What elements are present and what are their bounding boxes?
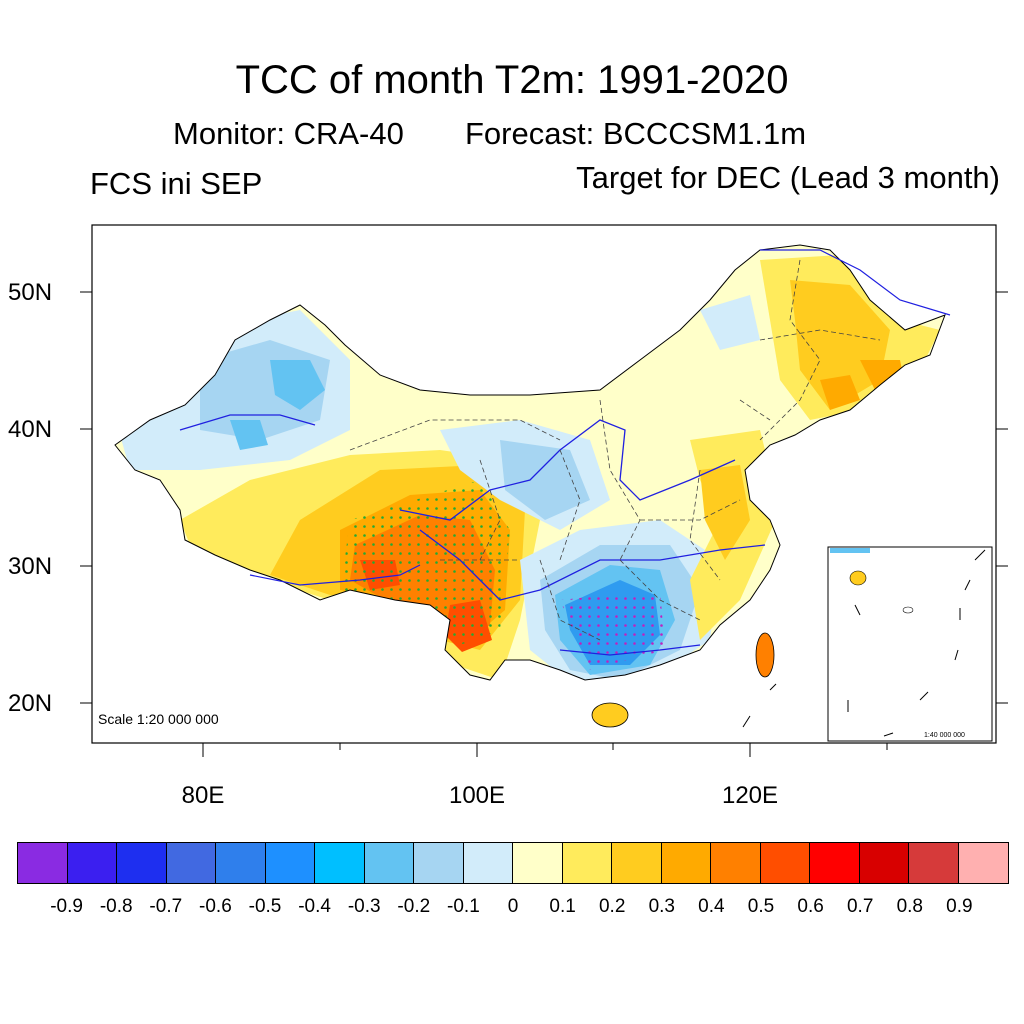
colorbar-box (414, 843, 464, 883)
nine-dash-line (742, 549, 986, 737)
province-borders (349, 259, 881, 641)
colorbar-box (67, 843, 117, 883)
colorbar-label: -0.1 (447, 896, 480, 917)
colorbar-box (958, 843, 1008, 883)
colorbar-label: -0.6 (199, 896, 232, 917)
lon-label-120e: 120E (721, 782, 779, 809)
pearl-river (559, 644, 701, 656)
colorbar-label: 0.3 (648, 896, 675, 917)
colorbar (17, 842, 1009, 884)
colorbar-label: -0.3 (347, 896, 381, 917)
colorbar-label: -0.4 (298, 896, 331, 917)
heilong-river (760, 249, 951, 316)
colorbar-label: -0.7 (149, 896, 183, 917)
subtitle-forecast: Forecast: BCCCSM1.1m (465, 116, 807, 151)
colorbar-box (612, 843, 662, 883)
colorbar-box (364, 843, 414, 883)
colorbar-box (216, 843, 266, 883)
colorbar-label: 0.5 (747, 896, 775, 917)
colorbar-box (265, 843, 315, 883)
colorbar-label: 0 (507, 896, 519, 917)
colorbar-box (117, 843, 167, 883)
subtitle-monitor: Monitor: CRA-40 (173, 116, 404, 151)
inset-hainan (849, 570, 867, 586)
colorbar-label: 0.2 (598, 896, 626, 917)
colorbar-box (513, 843, 563, 883)
colorbar-label: -0.2 (397, 896, 431, 917)
scale-label: Scale 1:20 000 000 (98, 711, 219, 727)
lat-label-20n: 20N (8, 690, 53, 717)
colorbar-box (859, 843, 909, 883)
colorbar-label: -0.5 (248, 896, 282, 917)
hainan-island (591, 702, 629, 728)
inset-islands (902, 606, 914, 614)
colorbar-box (18, 843, 68, 883)
inset-scale-label: 1:40 000 000 (924, 732, 965, 739)
taiwan-island (755, 632, 775, 678)
left-string: FCS ini SEP (90, 166, 263, 201)
right-string: Target for DEC (Lead 3 month) (576, 160, 1000, 195)
tarim-river (179, 414, 316, 431)
colorbar-box (166, 843, 216, 883)
figure-title: TCC of month T2m: 1991-2020 (235, 58, 789, 102)
colorbar-label: 0.8 (896, 896, 923, 917)
colorbar-label: 0.7 (846, 896, 874, 917)
colorbar-box (661, 843, 711, 883)
lon-label-80e: 80E (181, 782, 225, 809)
colorbar-box (909, 843, 959, 883)
colorbar-box (562, 843, 612, 883)
colorbar-label: 0.1 (549, 896, 576, 917)
colorbar-label: 0.4 (698, 896, 725, 917)
colorbar-box (711, 843, 761, 883)
colorbar-box (315, 843, 365, 883)
colorbar-box (760, 843, 810, 883)
colorbar-label: -0.8 (99, 896, 133, 917)
colorbar-box (463, 843, 513, 883)
yangtze-river (419, 529, 766, 601)
lat-label-50n: 50N (8, 279, 53, 306)
colorbar-label: 0.9 (946, 896, 973, 917)
lon-label-100e: 100E (448, 782, 506, 809)
yellow-river (399, 419, 736, 521)
lat-label-30n: 30N (8, 553, 53, 580)
lat-label-40n: 40N (8, 416, 53, 443)
colorbar-label: -0.9 (50, 896, 83, 917)
colorbar-label: 0.6 (797, 896, 824, 917)
inset-coast (830, 548, 870, 553)
colorbar-box (810, 843, 860, 883)
yarlung-river (249, 564, 421, 586)
axis-ticks (80, 291, 1008, 757)
